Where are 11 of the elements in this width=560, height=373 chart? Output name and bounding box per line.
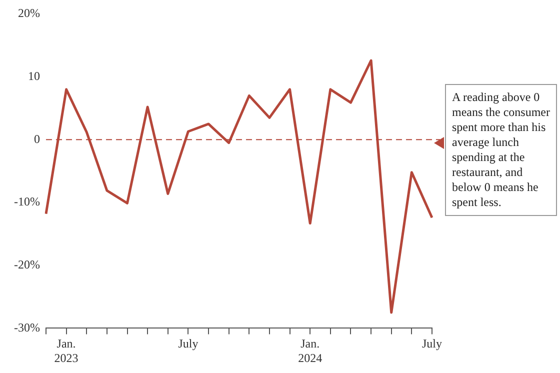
- y-tick-label: -30%: [14, 320, 40, 334]
- x-tick-label: Jan. 2024: [298, 336, 322, 365]
- y-tick-label: 10: [28, 68, 40, 83]
- x-tick-label: July: [178, 336, 198, 351]
- y-tick-label: -20%: [14, 258, 40, 272]
- x-tick-label: July: [422, 336, 442, 351]
- x-tick-label: Jan. 2023: [54, 336, 78, 365]
- y-tick-label: 0: [34, 132, 40, 146]
- y-tick-label: 20%: [18, 6, 40, 20]
- text: A reading above 0 means the consumer spent more than his average lunch spending at the restaurant, and below 0 means he spent less.: [445, 84, 557, 216]
- y-tick-label: -10%: [14, 194, 40, 209]
